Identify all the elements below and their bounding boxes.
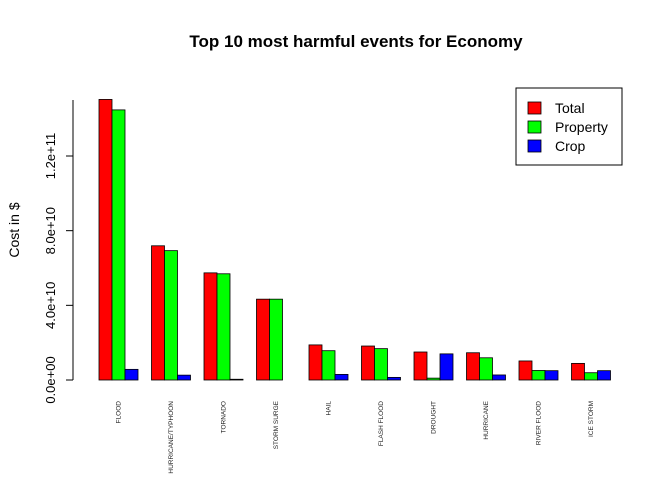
x-category-label: HAIL bbox=[326, 401, 333, 416]
bar-crop bbox=[544, 370, 559, 381]
bar-property bbox=[426, 377, 441, 381]
legend-swatch bbox=[527, 139, 542, 153]
bar-total bbox=[413, 351, 428, 381]
bar-property bbox=[111, 109, 126, 381]
x-category-label: ICE STORM bbox=[588, 401, 595, 437]
bar-crop bbox=[597, 370, 611, 381]
x-category-label: HURRICANE bbox=[483, 400, 490, 439]
bar-crop bbox=[229, 378, 244, 381]
chart-title: Top 10 most harmful events for Economy bbox=[189, 32, 523, 51]
bar-total bbox=[466, 352, 480, 381]
legend-swatch bbox=[527, 101, 542, 115]
x-category-label: HURRICANE/TYPHOON bbox=[168, 401, 175, 474]
bar-total bbox=[361, 345, 375, 381]
bar-crop bbox=[177, 374, 191, 381]
legend: Total Property Crop bbox=[515, 87, 623, 166]
legend-label: Crop bbox=[555, 138, 586, 154]
category-labels: FLOOD HURRICANE/TYPHOON TORNADO STORM SURGE… bbox=[116, 400, 596, 473]
bar-crop bbox=[492, 374, 506, 381]
y-axis-ticks: 0.0e+00 4.0e+10 8.0e+10 1.2e+11 bbox=[43, 133, 73, 404]
bar-total bbox=[151, 245, 165, 381]
y-tick-label: 1.2e+11 bbox=[43, 133, 58, 179]
bar-total bbox=[203, 272, 218, 381]
bar-crop bbox=[334, 373, 349, 381]
y-tick-label: 8.0e+10 bbox=[43, 207, 58, 254]
legend-label: Total bbox=[555, 100, 585, 116]
bar-property bbox=[269, 298, 283, 381]
bar-property bbox=[479, 357, 493, 381]
bar-property bbox=[164, 250, 178, 381]
x-category-label: FLASH FLOOD bbox=[378, 401, 385, 446]
bar-total bbox=[308, 344, 323, 381]
bar-crop bbox=[439, 353, 454, 381]
x-category-label: DROUGHT bbox=[431, 401, 438, 434]
x-category-label: TORNADO bbox=[221, 401, 228, 433]
bar-crop bbox=[387, 376, 401, 381]
bar-property bbox=[374, 348, 388, 381]
bar-property bbox=[321, 350, 336, 381]
bar-total bbox=[571, 362, 585, 381]
bar-total bbox=[256, 298, 270, 381]
bar-total bbox=[518, 360, 533, 381]
bar-crop bbox=[124, 368, 139, 381]
bar-property bbox=[531, 370, 546, 381]
y-tick-label: 4.0e+10 bbox=[43, 282, 58, 329]
x-category-label: STORM SURGE bbox=[273, 400, 280, 449]
bar-property bbox=[584, 372, 598, 381]
x-category-label: FLOOD bbox=[116, 401, 123, 424]
x-category-label: RIVER FLOOD bbox=[536, 401, 543, 445]
bars-group bbox=[98, 99, 611, 381]
bar-total bbox=[98, 99, 113, 381]
y-axis-label: Cost in $ bbox=[6, 202, 22, 257]
legend-swatch bbox=[527, 120, 542, 134]
bar-property bbox=[216, 273, 231, 381]
legend-label: Property bbox=[555, 119, 608, 135]
y-tick-label: 0.0e+00 bbox=[43, 356, 58, 403]
